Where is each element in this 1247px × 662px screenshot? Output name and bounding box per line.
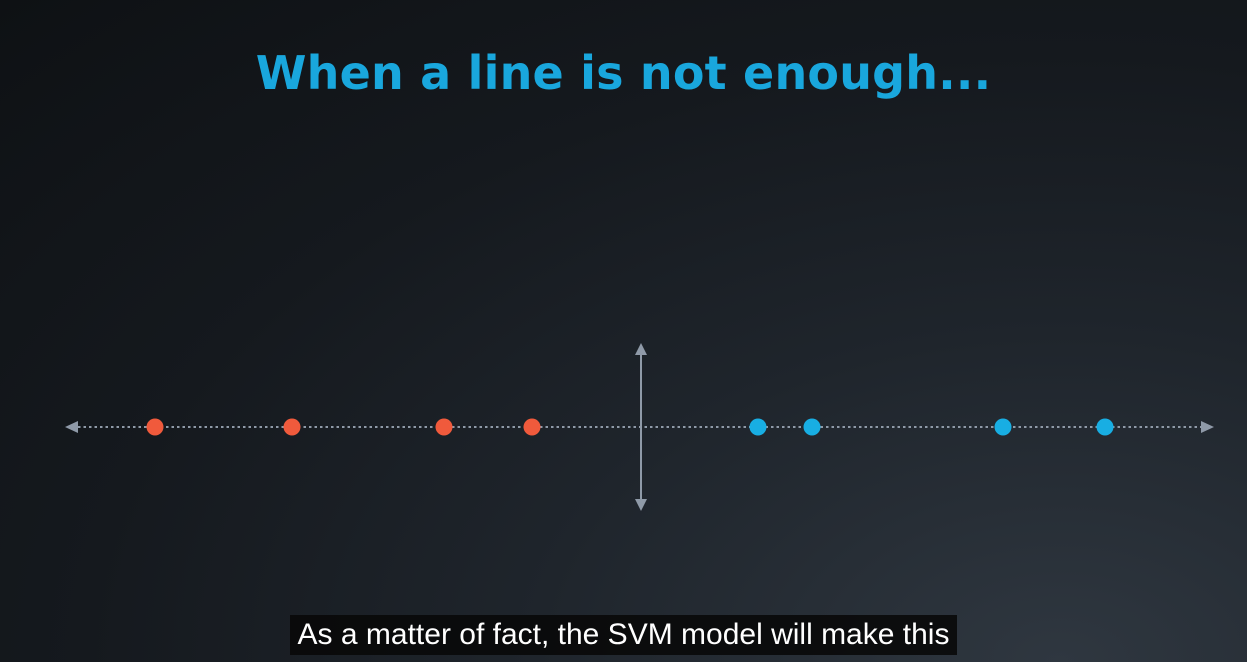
blue-point [803, 418, 821, 436]
data-points [146, 418, 1114, 436]
red-point [283, 418, 301, 436]
red-point [146, 418, 164, 436]
caption-container: As a matter of fact, the SVM model will … [0, 615, 1247, 655]
left-arrowhead-icon [65, 421, 78, 433]
red-point [523, 418, 541, 436]
up-arrowhead-icon [635, 343, 647, 355]
down-arrowhead-icon [635, 499, 647, 511]
blue-point [1096, 418, 1114, 436]
right-arrowhead-icon [1201, 421, 1214, 433]
blue-point [994, 418, 1012, 436]
blue-point [749, 418, 767, 436]
red-point [435, 418, 453, 436]
slide-title: When a line is not enough... [255, 46, 992, 100]
video-caption: As a matter of fact, the SVM model will … [289, 615, 958, 655]
